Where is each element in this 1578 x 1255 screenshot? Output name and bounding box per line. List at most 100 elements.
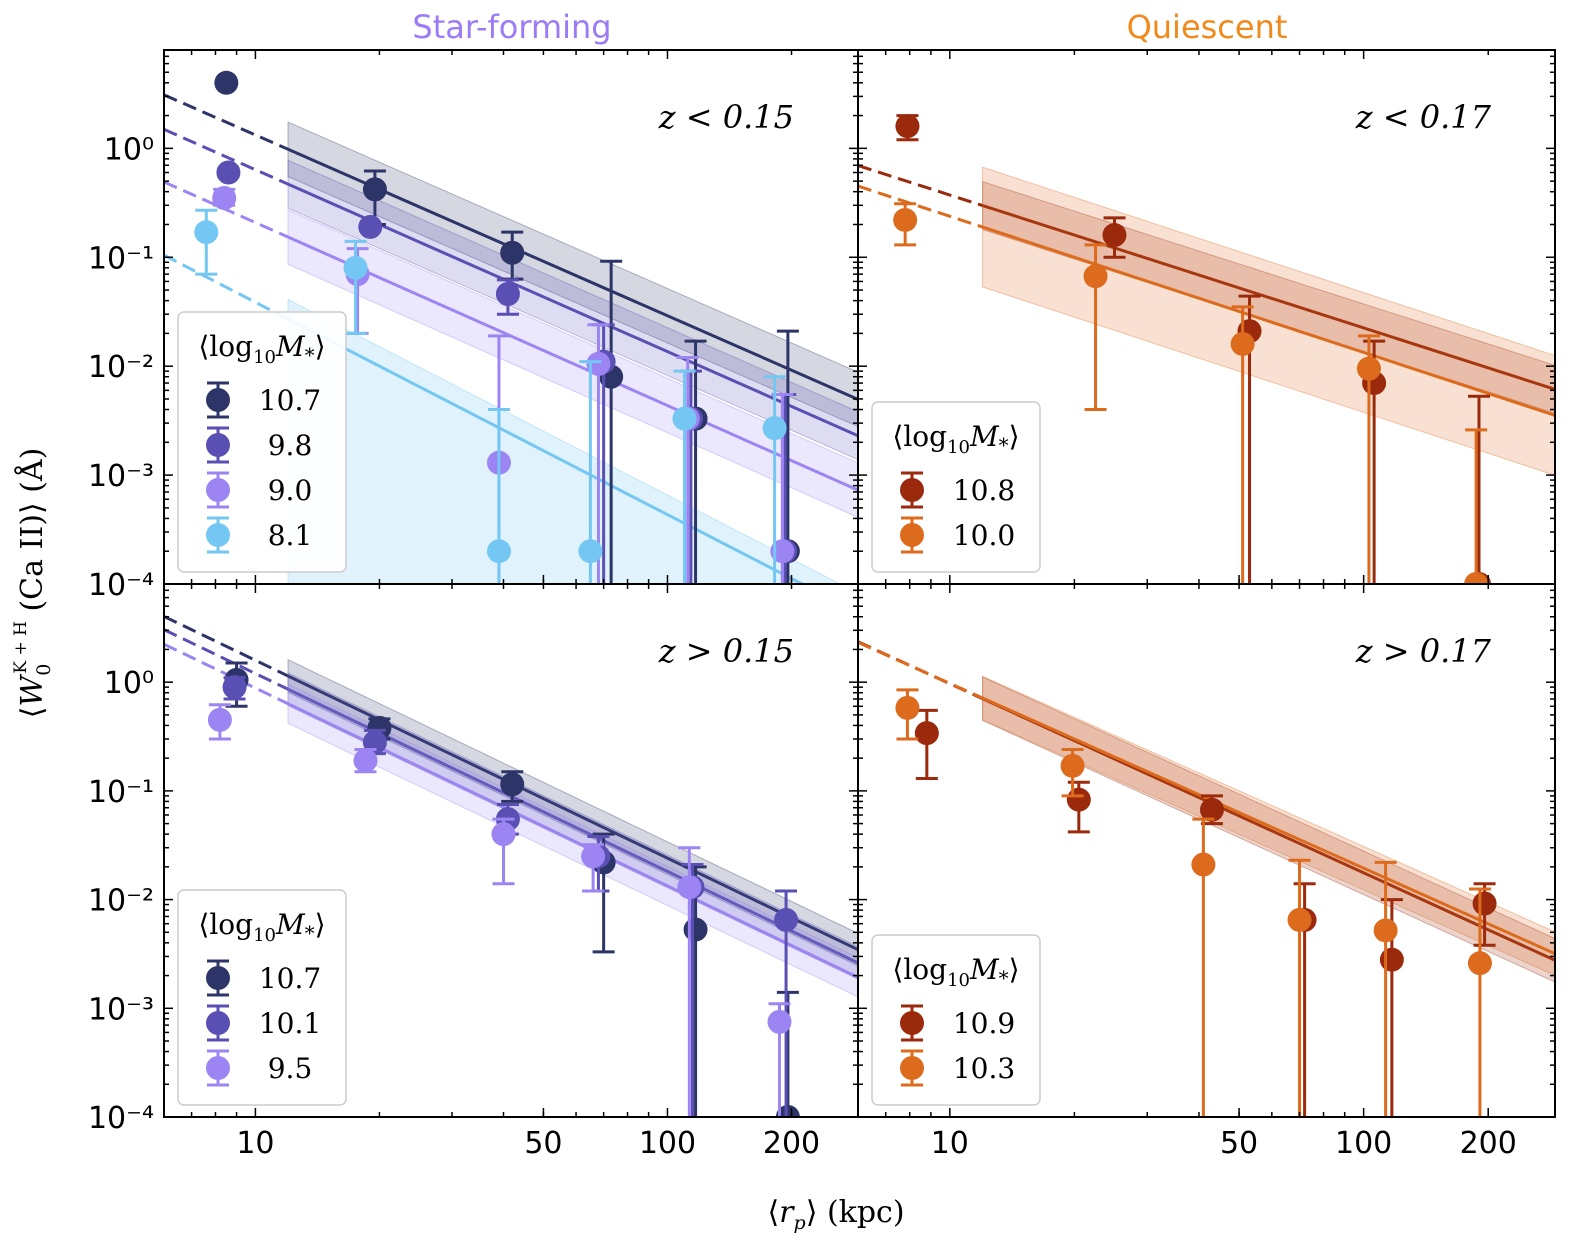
data-point-9.0: [770, 539, 795, 564]
data-point-9.0: [212, 186, 237, 211]
legend-label: 10.7: [259, 384, 321, 417]
data-point-10.0: [1083, 264, 1108, 289]
y-tick-label: 10⁻¹: [88, 241, 154, 276]
legend-title-part: *: [999, 433, 1009, 457]
data-point-10.9: [1199, 797, 1224, 822]
panel-top-left: 10⁰ 10⁻¹ 10⁻² 10⁻³ 10⁻⁴ z < 0.15 ⟨log10M*⟩ 10.7…: [88, 49, 859, 603]
legend-label: 9.8: [268, 429, 313, 462]
legend-title: ⟨log10M*⟩: [892, 953, 1019, 991]
column-title-quiescent: Quiescent: [1127, 8, 1288, 46]
data-point-10.3: [895, 695, 920, 720]
legend-label: 10.7: [259, 962, 321, 995]
legend-label: 10.8: [953, 474, 1015, 507]
data-point-9.5: [491, 822, 516, 847]
fit-extrapolation-10.0: [858, 184, 984, 229]
legend-marker: [206, 478, 230, 502]
legend-marker: [206, 1056, 230, 1080]
y-tick-label: 10⁻⁴: [88, 568, 154, 603]
data-point-9.5: [581, 844, 606, 869]
data-point-10.0: [893, 207, 918, 232]
data-point-8.1: [343, 255, 368, 280]
plot-area: [164, 615, 858, 1117]
plot-area: [858, 640, 1555, 1117]
data-point-10.3: [1373, 918, 1398, 943]
data-point-9.0: [586, 351, 611, 376]
panel-top-right: z < 0.17 ⟨log10M*⟩ 10.8 10.0: [857, 49, 1556, 585]
legend-marker: [206, 433, 230, 457]
x-tick-label: 50: [1220, 1126, 1258, 1161]
data-point-8.1: [672, 406, 697, 431]
legend-label: 9.5: [268, 1052, 313, 1085]
data-point-10.9: [1066, 787, 1091, 812]
fit-line-10.8: [982, 204, 1555, 391]
fit-extrapolation-10.3: [858, 641, 984, 700]
data-point-10.9: [1472, 891, 1497, 916]
redshift-annotation: z < 0.17: [1355, 98, 1492, 136]
y-tick-label: 10⁻²: [88, 884, 154, 919]
legend-title-part: 10: [253, 347, 276, 368]
data-point-8.1: [762, 416, 787, 441]
fit-extrapolation-10.7: [164, 93, 289, 151]
legend-title-part: M: [275, 330, 306, 363]
fit-extrapolation-10.7: [164, 615, 289, 678]
legend-title-part: *: [305, 921, 315, 945]
legend-title-part: ⟩: [1009, 420, 1020, 453]
legend-title: ⟨log10M*⟩: [198, 330, 325, 368]
data-point-10.7: [500, 240, 525, 265]
plot-area: [164, 70, 858, 584]
fit-band-8.1: [287, 298, 842, 584]
legend-label: 10.1: [259, 1007, 321, 1040]
y-tick-label: 10⁰: [104, 666, 154, 701]
legend-marker: [206, 966, 230, 990]
data-point-9.5: [677, 875, 702, 900]
data-point-8.1: [486, 539, 511, 564]
legend-title-part: *: [999, 966, 1009, 990]
data-point-10.7: [214, 70, 239, 95]
legend-marker: [900, 1011, 924, 1035]
data-point-10.7: [683, 917, 708, 942]
data-point-9.8: [495, 281, 520, 306]
x-tick-label: 100: [639, 1126, 696, 1161]
y-tick-label: 10⁻⁴: [88, 1101, 154, 1136]
data-point-9.5: [767, 1009, 792, 1034]
x-tick-label: 10: [931, 1126, 969, 1161]
legend-title-part: ⟩: [1009, 953, 1020, 986]
data-point-10.3: [1060, 753, 1085, 778]
y-tick-label: 10⁻²: [88, 350, 154, 385]
y-tick-label: 10⁻³: [88, 459, 154, 494]
data-point-8.1: [578, 539, 603, 564]
data-point-9.5: [207, 707, 232, 732]
y-tick-label: 10⁻³: [88, 992, 154, 1027]
fit-extrapolation-9.8: [164, 128, 289, 186]
legend-title-part: M: [275, 908, 306, 941]
redshift-annotation: z > 0.17: [1355, 632, 1492, 670]
data-point-10.3: [1191, 852, 1216, 877]
legend-title-part: ⟨: [198, 908, 209, 941]
panel-bottom-left: 10 50 100 200 10⁰ 10⁻¹ 10⁻² 10⁻³ 10⁻⁴ z > 0.15 ⟨lo…: [88, 583, 859, 1161]
redshift-annotation: z < 0.15: [658, 98, 794, 136]
redshift-annotation: z > 0.15: [658, 632, 794, 670]
fit-extrapolation-10.8: [858, 164, 984, 207]
legend-marker: [206, 1011, 230, 1035]
fit-extrapolation-8.1: [164, 253, 289, 321]
legend-title-part: M: [969, 420, 1000, 453]
data-point-9.8: [216, 160, 241, 185]
x-tick-label: 10: [236, 1126, 274, 1161]
legend-title-part: log: [903, 953, 947, 986]
fit-line-8.1: [287, 317, 806, 584]
data-point-10.1: [222, 675, 247, 700]
legend-title-part: ⟩: [315, 908, 326, 941]
legend-title-part: ⟨: [198, 330, 209, 363]
x-tick-label: 50: [524, 1126, 562, 1161]
data-point-10.7: [500, 772, 525, 797]
legend-title-part: ⟨: [892, 953, 903, 986]
legend-title: ⟨log10M*⟩: [198, 908, 325, 946]
legend-label: 10.3: [953, 1052, 1015, 1085]
x-tick-label: 100: [1335, 1126, 1392, 1161]
legend-title-part: 10: [253, 925, 276, 946]
data-point-10.3: [1467, 951, 1492, 976]
x-axis-label: ⟨rp⟩ (kpc): [767, 1195, 904, 1234]
